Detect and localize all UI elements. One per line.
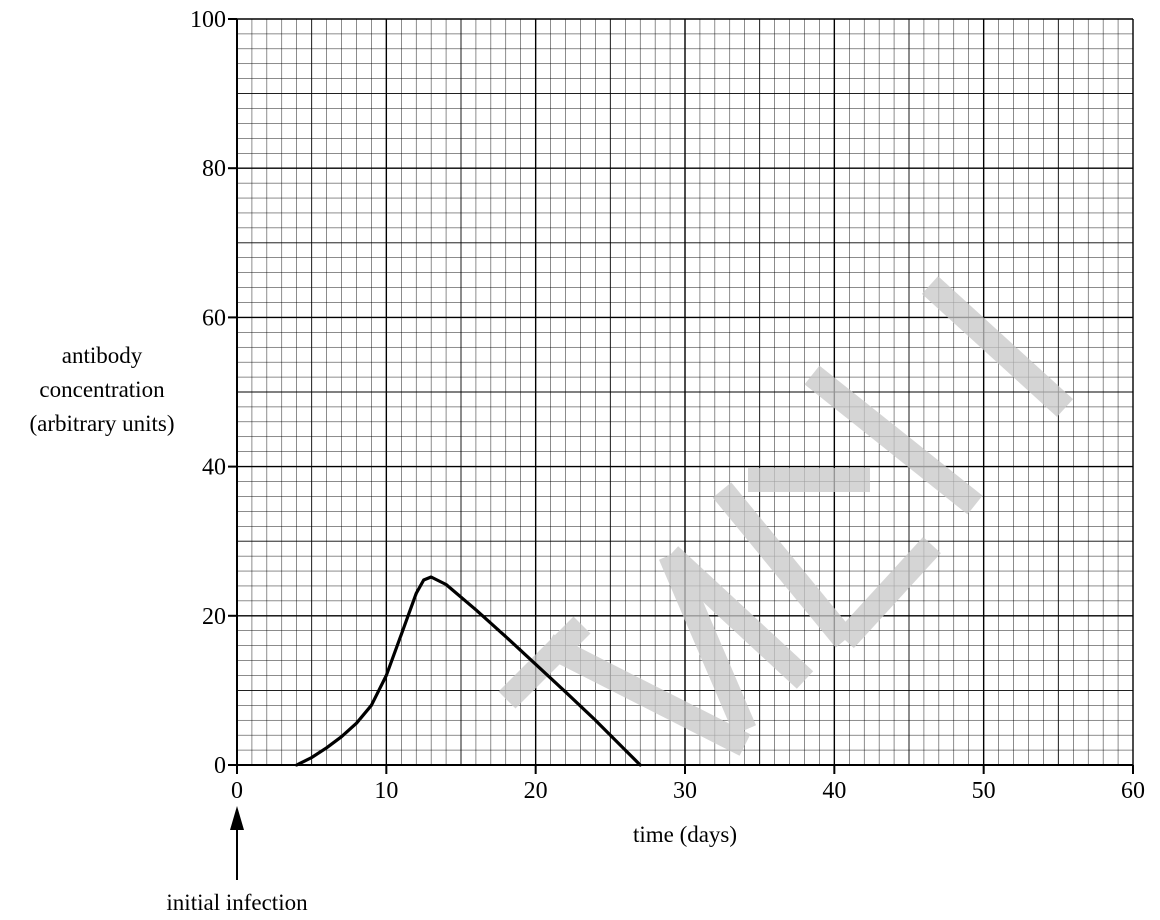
- x-tick-label: 30: [673, 778, 697, 804]
- watermark-stroke: [658, 550, 757, 735]
- y-axis-title-line2: concentration: [39, 377, 165, 402]
- y-axis-title-line3: (arbitrary units): [30, 411, 175, 436]
- y-tick-label: 60: [202, 305, 226, 331]
- y-tick-label: 100: [190, 7, 226, 33]
- y-axis-title-line1: antibody: [62, 343, 143, 368]
- y-tick-label: 80: [202, 156, 226, 182]
- x-tick-label: 20: [524, 778, 548, 804]
- x-tick-label: 10: [374, 778, 398, 804]
- watermark-specimen: [498, 276, 1074, 756]
- watermark-stroke: [836, 536, 941, 649]
- watermark-stroke: [542, 634, 751, 756]
- plot-grid: [236, 18, 1134, 766]
- x-tick-label: 60: [1121, 778, 1145, 804]
- initial-infection-arrow: [230, 806, 244, 880]
- arrow-head: [230, 806, 244, 830]
- initial-infection-label: initial infection: [166, 890, 308, 915]
- axes: [228, 18, 1134, 774]
- x-tick-label: 0: [231, 778, 243, 804]
- x-tick-label: 50: [972, 778, 996, 804]
- watermark-stroke: [921, 276, 1074, 417]
- x-tick-label: 40: [822, 778, 846, 804]
- y-tick-label: 20: [202, 604, 226, 630]
- antibody-curve: [295, 575, 642, 767]
- watermark-stroke: [804, 365, 983, 515]
- x-tick-labels: 0 10 20 30 40 50 60: [231, 778, 1145, 804]
- y-tick-labels: 0 20 40 60 80 100: [190, 7, 226, 779]
- watermark-stroke: [712, 482, 855, 648]
- watermark-stroke: [661, 546, 814, 689]
- x-axis-title: time (days): [633, 822, 737, 847]
- y-tick-label: 0: [214, 753, 226, 779]
- watermark-stroke: [498, 616, 591, 709]
- y-tick-label: 40: [202, 455, 226, 481]
